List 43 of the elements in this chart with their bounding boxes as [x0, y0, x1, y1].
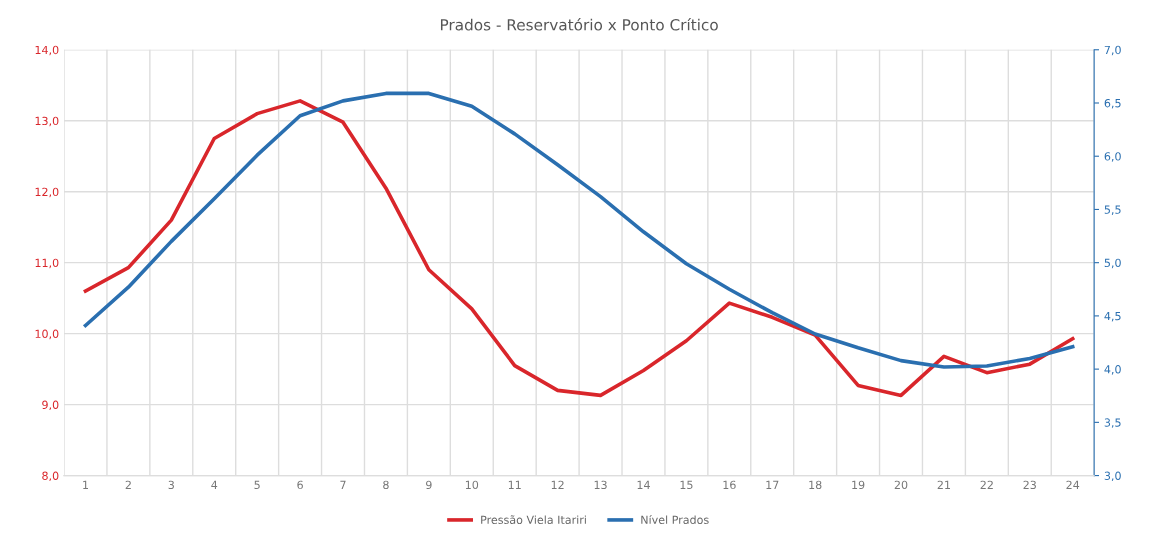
x-tick-label: 19	[852, 480, 865, 490]
y-tick-label: 8,0	[42, 471, 59, 482]
x-tick-label: 23	[1023, 480, 1036, 490]
y2-tick-label: 4,5	[1104, 312, 1121, 322]
x-tick-label: 20	[894, 480, 908, 490]
y-tick-label: 13,0	[35, 116, 59, 127]
chart-title: Prados - Reservatório x Ponto Crítico	[440, 18, 718, 31]
x-tick-label: 21	[937, 480, 950, 489]
y2-tick-label: 3,5	[1104, 418, 1121, 428]
y2-tick-label: 6,0	[1104, 152, 1121, 162]
x-tick-label: 15	[680, 480, 693, 490]
x-tick-label: 12	[551, 480, 564, 489]
x-tick-label: 10	[465, 480, 479, 490]
x-tick-label: 17	[766, 480, 779, 489]
x-tick-label: 1	[83, 480, 88, 489]
y2-tick-label: 5,0	[1104, 258, 1121, 269]
x-tick-label: 18	[809, 480, 822, 490]
x-tick-label: 4	[211, 480, 218, 489]
legend-label: Pressão Viela Itariri	[481, 515, 586, 524]
y-tick-label: 9,0	[42, 400, 59, 411]
y2-tick-label: 6,5	[1104, 98, 1121, 109]
x-tick-label: 5	[254, 480, 260, 490]
x-tick-label: 9	[426, 480, 432, 490]
y-tick-label: 11,0	[35, 258, 59, 269]
x-tick-label: 14	[637, 480, 650, 489]
y2-tick-label: 4,0	[1104, 365, 1121, 375]
legend-label: Nível Prados	[641, 514, 709, 524]
y2-tick-label: 7,0	[1104, 45, 1121, 56]
x-tick-label: 24	[1066, 480, 1080, 489]
y2-tick-label: 3,0	[1104, 471, 1121, 482]
x-tick-label: 16	[723, 480, 736, 490]
x-tick-label: 22	[980, 480, 993, 489]
x-tick-label: 6	[297, 480, 303, 490]
y2-tick-label: 5,5	[1104, 205, 1121, 215]
x-tick-label: 7	[340, 480, 346, 489]
y-tick-label: 12,0	[35, 187, 59, 198]
x-tick-label: 8	[383, 480, 389, 490]
y-tick-label: 10,0	[35, 329, 59, 340]
x-tick-label: 11	[508, 480, 521, 489]
x-tick-label: 13	[594, 480, 607, 490]
y-tick-label: 14,0	[35, 45, 59, 56]
x-tick-label: 2	[125, 480, 131, 489]
x-tick-label: 3	[168, 480, 174, 490]
